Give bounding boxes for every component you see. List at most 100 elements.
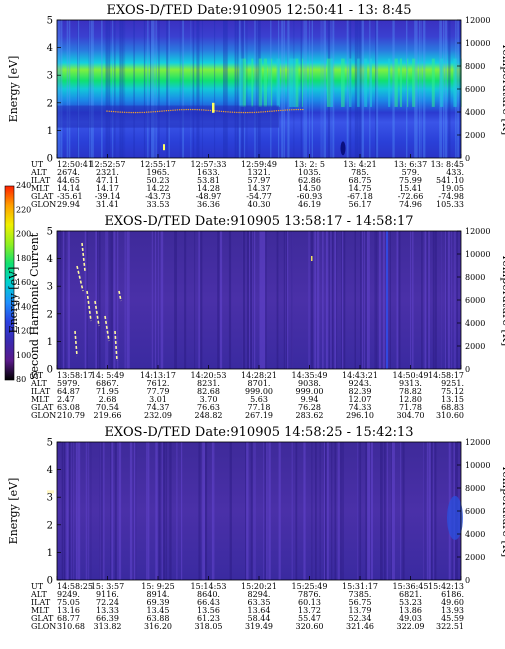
table-cell: 13.56 [197, 606, 220, 615]
table-cell: 46.19 [298, 200, 321, 209]
heatmap-streak [101, 442, 104, 580]
table-cell: 15:14:53 [191, 582, 227, 591]
heatmap-band [239, 58, 462, 107]
temperature-trace-point [141, 111, 143, 114]
heatmap-streak [406, 20, 408, 158]
heatmap-streak [287, 20, 290, 158]
heatmap-streak [419, 20, 421, 158]
table-cell: 232.09 [144, 411, 172, 420]
heatmap-streak [375, 231, 378, 369]
table-cell: 318.05 [195, 622, 223, 631]
heatmap-streak [365, 231, 367, 369]
heatmap-streak [250, 442, 253, 580]
heatmap-streak [357, 442, 359, 580]
heatmap-streak [423, 442, 425, 580]
y2-tick-label: 10000 [465, 461, 490, 470]
table-row-label: GLON [31, 411, 56, 420]
heatmap-streak [281, 20, 283, 158]
heatmap-streak [228, 231, 232, 369]
table-cell: 14.17 [96, 184, 119, 193]
temperature-trace-point [194, 108, 196, 111]
temperature-trace-point [110, 110, 113, 113]
heatmap-streak [90, 442, 92, 580]
temperature-trace-point [176, 109, 179, 111]
table-cell: 9249. [57, 590, 80, 599]
y-tick-label: 3 [47, 282, 53, 293]
table-row-label: MLT [31, 606, 50, 615]
table-cell: 8640. [197, 590, 220, 599]
heatmap-streak [442, 20, 445, 158]
table-cell: 9038. [298, 379, 321, 388]
table-cell: 248.82 [195, 411, 223, 420]
heatmap-streak [367, 442, 369, 580]
temperature-trace-point [209, 109, 212, 112]
heatmap-spike [47, 490, 54, 494]
heatmap-streak [389, 231, 391, 369]
heatmap-streak [343, 231, 346, 369]
heatmap-streak [291, 231, 293, 369]
table-cell: 56.17 [349, 200, 372, 209]
temperature-trace-point [200, 109, 203, 111]
heatmap-streak [246, 20, 248, 158]
table-cell: 71.78 [399, 403, 422, 412]
y-tick-label: 0 [47, 576, 53, 587]
table-row-label: GLAT [31, 614, 54, 623]
temperature-trace-point [161, 110, 163, 112]
table-cell: 1965. [147, 168, 170, 177]
colorbar-tick-label: 180 [16, 254, 31, 263]
temperature-trace-point [253, 111, 256, 114]
y2-tick-label: 0 [465, 576, 470, 585]
heatmap-band-streak [440, 58, 444, 107]
table-cell: 63.08 [57, 403, 80, 412]
table-cell: 75.05 [57, 598, 80, 607]
heatmap-band-streak [242, 58, 245, 107]
heatmap-streak [402, 442, 405, 580]
heatmap-streak [400, 442, 401, 580]
heatmap-dark-spot [340, 141, 346, 156]
table-cell: 8231. [197, 379, 220, 388]
heatmap-streak [103, 442, 105, 580]
table-cell: 1035. [298, 168, 321, 177]
heatmap-streak [63, 231, 66, 369]
heatmap-streak [220, 231, 223, 369]
heatmap-streak [314, 231, 317, 369]
temperature-trace-point [121, 111, 124, 113]
y2-axis-label: Temperature [K] [500, 465, 505, 557]
colorbar-tick-label: 240 [16, 181, 31, 190]
heatmap-streak [213, 442, 215, 580]
y-tick-label: 5 [47, 16, 53, 27]
temperature-trace-point [286, 109, 289, 111]
heatmap-blob [447, 495, 463, 540]
heatmap-streak [124, 20, 126, 158]
table-cell: 1633. [197, 168, 220, 177]
heatmap-streak [394, 442, 395, 580]
heatmap-streak [398, 231, 401, 369]
heatmap-streak [311, 20, 313, 158]
temperature-trace-point [115, 111, 117, 113]
y2-tick-label: 6000 [465, 507, 485, 516]
table-cell: 66.43 [197, 598, 220, 607]
heatmap-streak [95, 231, 98, 369]
temperature-trace-point [126, 111, 128, 114]
heatmap-streak [326, 442, 329, 580]
heatmap-streak [257, 20, 259, 158]
heatmap-streak [310, 231, 313, 369]
heatmap-streak [341, 231, 343, 369]
temperature-trace-point [137, 111, 139, 114]
heatmap-streak [375, 20, 378, 158]
table-cell: 433. [446, 168, 464, 177]
heatmap-streak [263, 442, 264, 580]
table-cell: 82.39 [349, 387, 372, 396]
heatmap-streak [334, 231, 337, 369]
temperature-trace-point [299, 108, 302, 111]
heatmap-streak [202, 20, 203, 158]
temperature-trace-point [159, 110, 161, 113]
heatmap-streak [444, 20, 447, 158]
temperature-trace-point [123, 111, 126, 114]
table-cell: 72.24 [96, 598, 119, 607]
y2-tick-label: 6000 [465, 85, 485, 94]
colorbar-label: Second Harmonic Current [28, 232, 41, 380]
heatmap-image [57, 231, 461, 369]
table-cell: 12:52:57 [90, 160, 126, 169]
heatmap-streak [156, 20, 157, 158]
